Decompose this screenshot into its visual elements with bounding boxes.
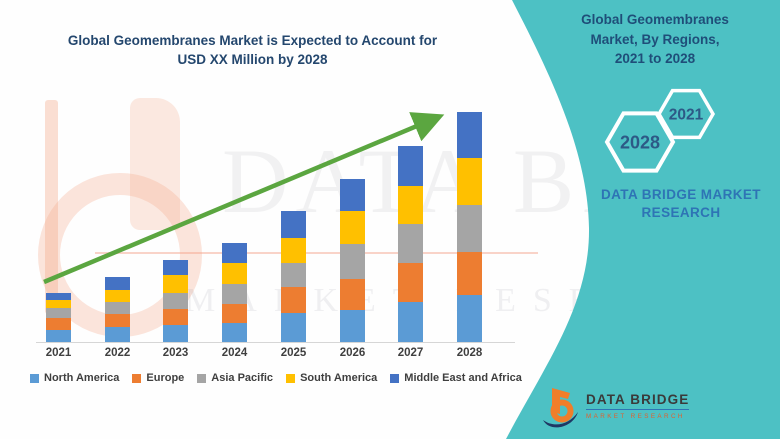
dbmr-logo-subtitle: MARKET RESEARCH <box>586 412 685 420</box>
bar-segment-2024-north-america <box>222 323 247 342</box>
side-title-line3: 2021 to 2028 <box>614 51 696 66</box>
legend-item-middle-east-and-africa: Middle East and Africa <box>390 372 522 384</box>
x-axis-label-2027: 2027 <box>397 347 424 359</box>
x-axis-label-2021: 2021 <box>45 347 72 359</box>
bar-segment-2024-asia-pacific <box>222 284 247 304</box>
bar-segment-2021-asia-pacific <box>46 308 71 318</box>
bar-segment-2021-middle-east-and-africa <box>46 293 71 300</box>
side-title-line2: Market, By Regions, <box>590 31 720 47</box>
bar-segment-2026-europe <box>340 279 365 310</box>
bar-segment-2023-asia-pacific <box>163 293 188 309</box>
bar-segment-2027-north-america <box>398 302 423 342</box>
x-axis-label-2023: 2023 <box>162 347 189 359</box>
x-axis-label-2025: 2025 <box>280 347 307 359</box>
bar-segment-2022-europe <box>105 314 130 327</box>
chart-title: Global Geomembranes Market is Expected t… <box>0 31 505 69</box>
x-axis-label-2022: 2022 <box>104 347 131 359</box>
legend-label-north-america: North America <box>44 372 120 384</box>
bar-segment-2023-europe <box>163 309 188 325</box>
bar-segment-2022-south-america <box>105 290 130 302</box>
side-panel-title: Global Geomembranes Market, By Regions, … <box>530 10 780 69</box>
chart-title-line2: USD XX Million by 2028 <box>177 52 328 67</box>
chart-title-line1: Global Geomembranes Market is Expected t… <box>67 33 438 48</box>
legend-label-middle-east-and-africa: Middle East and Africa <box>404 372 522 384</box>
bar-segment-2028-europe <box>457 252 482 295</box>
legend-label-asia-pacific: Asia Pacific <box>211 372 274 384</box>
hexagon-2021-label: 2021 <box>669 107 704 124</box>
x-axis-label-2028: 2028 <box>456 347 483 359</box>
legend-swatch-europe <box>132 373 142 383</box>
brand-caption: DATA BRIDGE MARKET RESEARCH <box>556 186 780 221</box>
x-axis-label-2024: 2024 <box>221 347 248 359</box>
dbmr-logo-name: DATA BRIDGE <box>586 392 690 410</box>
bar-segment-2021-south-america <box>46 300 71 308</box>
x-axis-line <box>36 342 515 343</box>
bar-segment-2028-north-america <box>457 295 482 342</box>
legend-item-asia-pacific: Asia Pacific <box>197 372 273 384</box>
brand-caption-line1: DATA BRIDGE MARKET <box>601 187 761 202</box>
dbmr-logo: DATA BRIDGE MARKET RESEARCH <box>543 386 690 430</box>
legend-item-europe: Europe <box>132 372 184 384</box>
side-title-line1: Global Geomembranes <box>581 12 729 27</box>
legend-swatch-middle-east-and-africa <box>390 373 400 383</box>
bar-segment-2025-europe <box>281 287 306 313</box>
bar-segment-2025-north-america <box>281 313 306 342</box>
legend-swatch-asia-pacific <box>197 373 207 383</box>
x-axis-label-2026: 2026 <box>339 347 366 359</box>
legend-item-north-america: North America <box>30 372 119 384</box>
hexagon-2028-label: 2028 <box>620 133 660 153</box>
bar-segment-2026-north-america <box>340 310 365 342</box>
bar-segment-2021-north-america <box>46 330 71 342</box>
chart-legend: North America Europe Asia Pacific South Ame… <box>30 372 522 384</box>
bar-segment-2024-europe <box>222 304 247 323</box>
legend-label-south-america: South America <box>300 372 378 384</box>
dbmr-logo-icon <box>543 388 578 428</box>
legend-swatch-north-america <box>30 373 39 383</box>
legend-swatch-south-america <box>286 373 296 383</box>
brand-caption-line2: RESEARCH <box>641 204 721 220</box>
bar-segment-2023-north-america <box>163 325 188 342</box>
legend-label-europe: Europe <box>146 372 185 384</box>
bar-segment-2021-europe <box>46 318 71 330</box>
bar-segment-2028-asia-pacific <box>457 205 482 252</box>
bar-segment-2022-north-america <box>105 327 130 342</box>
hexagon-2028-icon <box>604 111 676 173</box>
bar-segment-2028-middle-east-and-africa <box>457 112 482 158</box>
bar-segment-2022-asia-pacific <box>105 302 130 314</box>
bar-segment-2028-south-america <box>457 158 482 205</box>
legend-item-south-america: South America <box>286 372 377 384</box>
dbmr-logo-text: DATA BRIDGE MARKET RESEARCH <box>586 392 690 420</box>
